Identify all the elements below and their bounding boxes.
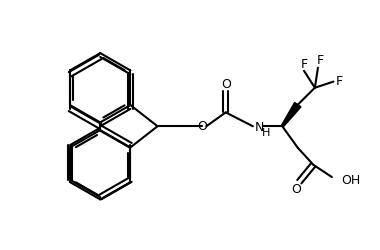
Text: N: N bbox=[254, 120, 264, 134]
Text: OH: OH bbox=[341, 174, 361, 187]
Text: F: F bbox=[301, 58, 307, 71]
Text: O: O bbox=[221, 78, 231, 91]
Polygon shape bbox=[281, 102, 301, 127]
Text: F: F bbox=[336, 75, 343, 88]
Text: O: O bbox=[291, 183, 301, 196]
Text: O: O bbox=[198, 120, 207, 133]
Text: F: F bbox=[317, 54, 324, 67]
Text: H: H bbox=[261, 128, 270, 138]
